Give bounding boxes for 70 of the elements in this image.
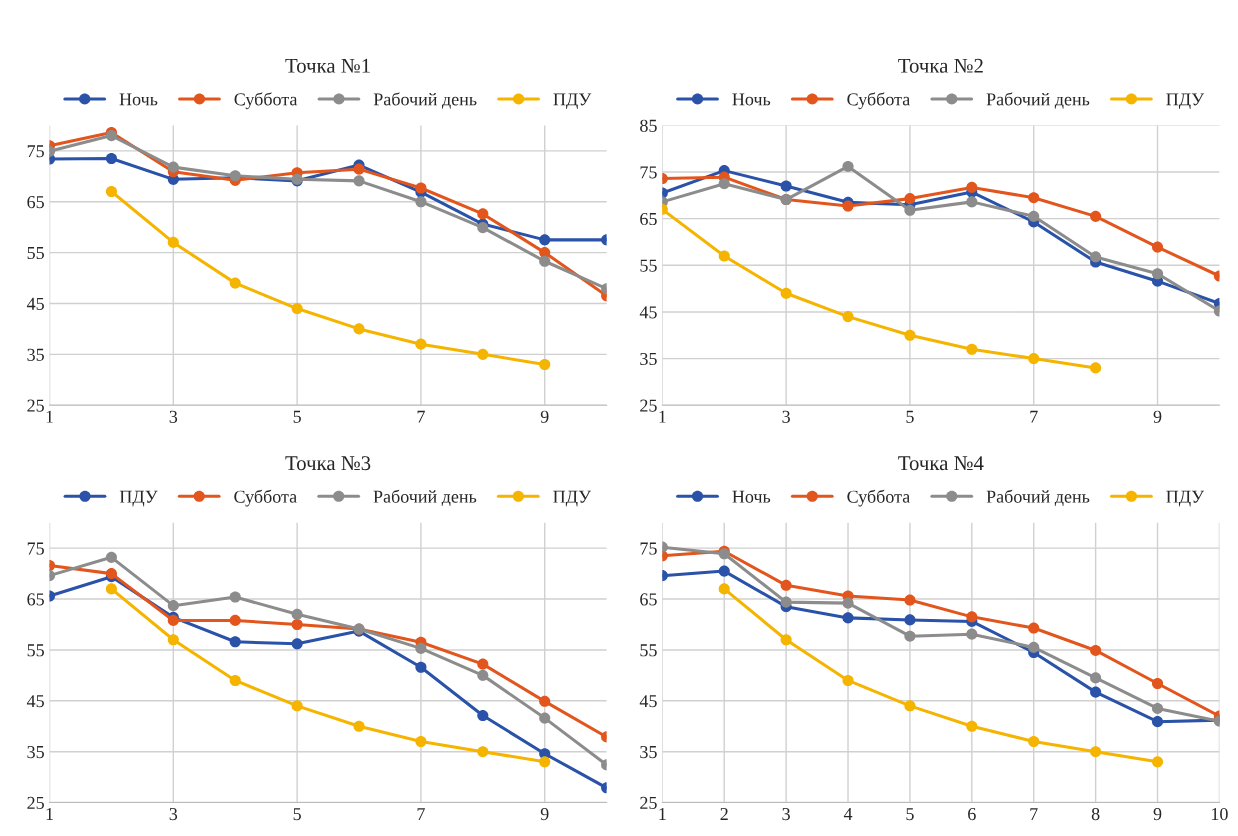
legend-label: ПДУ (553, 490, 591, 507)
y-tick-label: 65 (27, 593, 44, 606)
chart-title: Точка №4 (898, 456, 984, 471)
x-tick-label: 10 (1211, 807, 1228, 821)
legend-label: ПДУ (1166, 93, 1205, 110)
x-tick-label: 1 (659, 410, 666, 423)
legend-label: Рабочий день (986, 92, 1090, 109)
legend-label: Ночь (732, 93, 771, 106)
legend-label: Рабочий день (373, 92, 477, 109)
legend-label: Суббота (847, 92, 910, 110)
x-tick-label: 8 (1091, 807, 1100, 821)
legend-label: Ночь (732, 490, 771, 503)
y-tick-label: 45 (26, 297, 44, 310)
x-tick-label: 5 (906, 410, 914, 423)
chart-title: Точка №2 (898, 58, 983, 73)
y-tick-label: 85 (640, 119, 657, 132)
x-tick-label: 1 (46, 410, 53, 423)
y-tick-label: 25 (27, 399, 44, 412)
y-tick-label: 35 (27, 745, 44, 759)
y-tick-label: 75 (640, 166, 657, 179)
x-tick-label: 7 (417, 410, 425, 423)
legend-label: Суббота (847, 489, 910, 507)
x-tick-label: 4 (843, 808, 853, 820)
y-tick-label: 75 (27, 542, 44, 555)
legend-label: ПДУ (119, 490, 158, 507)
y-tick-label: 75 (27, 145, 44, 158)
legend-label: ПДУ (553, 93, 592, 110)
legend-label: Суббота (234, 92, 298, 110)
x-tick-label: 3 (169, 807, 178, 821)
x-tick-label: 5 (293, 410, 301, 423)
legend-label: Ночь (119, 93, 158, 106)
x-tick-label: 2 (720, 807, 728, 820)
legend-label: Суббота (234, 489, 297, 507)
y-tick-label: 35 (27, 348, 44, 361)
y-tick-label: 25 (27, 796, 44, 809)
chart-title: Точка №3 (285, 456, 371, 471)
x-tick-label: 5 (906, 808, 914, 821)
x-tick-label: 7 (417, 808, 425, 820)
legend-label: Рабочий день (373, 489, 477, 507)
x-tick-label: 9 (1153, 807, 1162, 821)
x-tick-label: 5 (293, 808, 301, 821)
chart-title: Точка №1 (285, 58, 370, 73)
y-tick-label: 65 (640, 212, 657, 226)
y-tick-label: 25 (640, 399, 657, 412)
x-tick-label: 7 (1030, 410, 1038, 423)
y-tick-label: 55 (640, 259, 657, 272)
x-tick-label: 9 (540, 410, 549, 423)
y-tick-label: 45 (639, 306, 657, 319)
y-tick-label: 45 (26, 695, 44, 708)
x-tick-label: 6 (968, 807, 976, 821)
x-tick-label: 1 (659, 808, 666, 820)
y-tick-label: 65 (640, 593, 657, 606)
x-tick-label: 3 (169, 410, 178, 423)
x-tick-label: 9 (1153, 410, 1162, 423)
y-tick-label: 65 (27, 196, 44, 209)
y-tick-label: 55 (27, 247, 44, 260)
x-tick-label: 1 (46, 808, 53, 820)
legend-label: ПДУ (1166, 490, 1205, 507)
x-tick-label: 3 (782, 807, 790, 821)
x-tick-label: 9 (540, 807, 549, 821)
legend-label: Рабочий день (986, 489, 1090, 507)
y-tick-label: 45 (639, 695, 657, 708)
y-tick-label: 55 (27, 644, 44, 657)
x-tick-label: 7 (1030, 808, 1038, 820)
y-tick-label: 25 (640, 796, 657, 809)
y-tick-label: 75 (640, 542, 657, 555)
y-tick-label: 55 (640, 644, 657, 657)
y-tick-label: 35 (640, 352, 657, 366)
y-tick-label: 35 (640, 745, 657, 759)
x-tick-label: 3 (782, 410, 790, 423)
